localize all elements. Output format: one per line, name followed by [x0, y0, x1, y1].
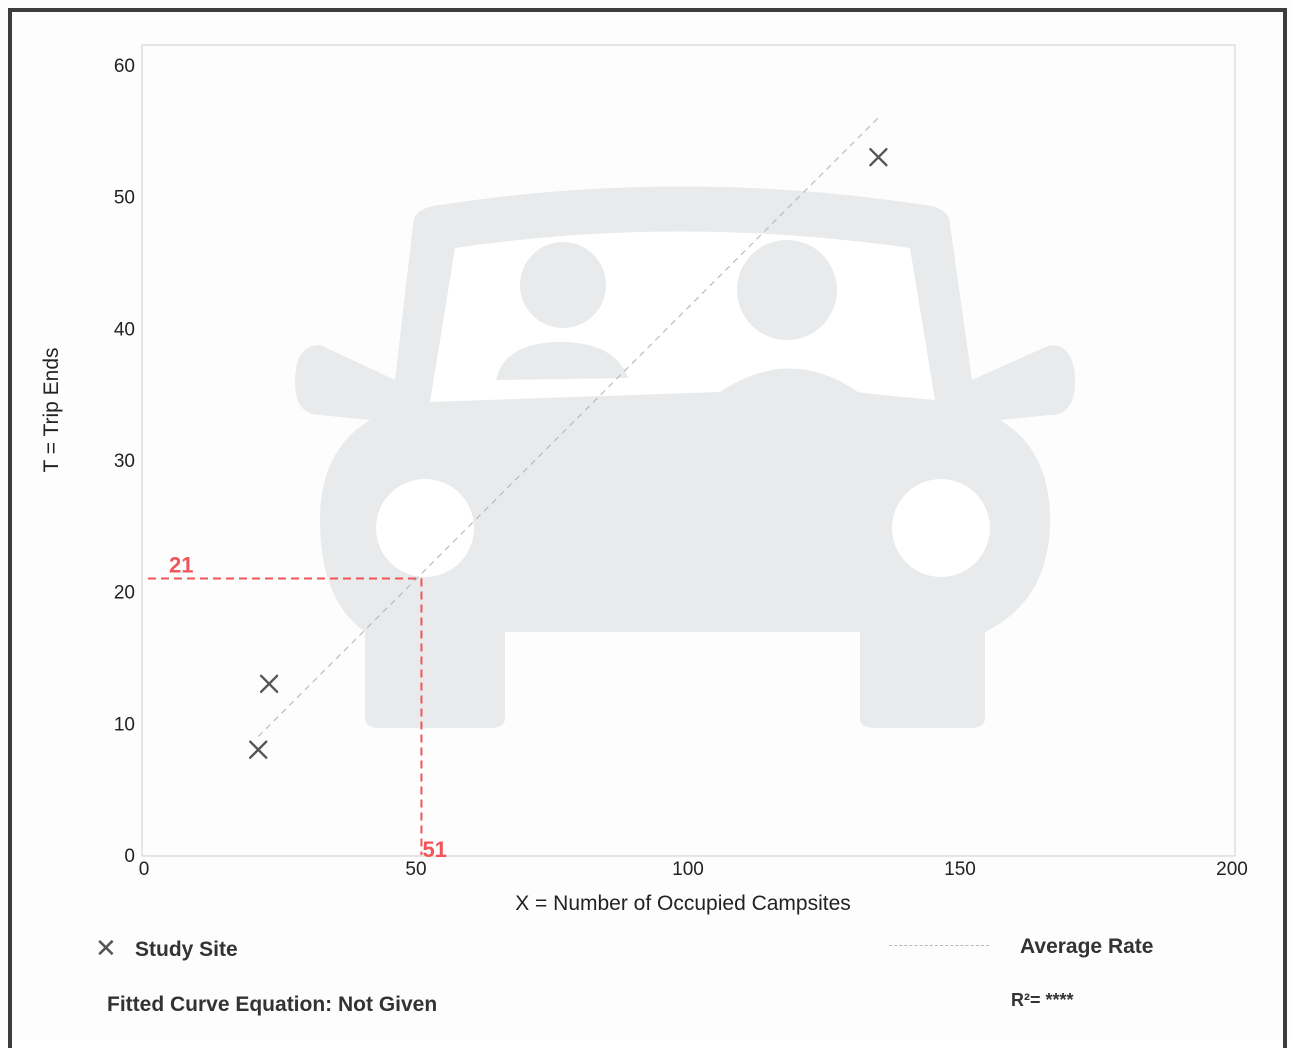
y-tick-label: 10: [114, 714, 135, 735]
y-tick-label: 20: [114, 583, 135, 604]
study-site-marker-icon: ✕: [95, 934, 117, 964]
plot-area: [141, 44, 1236, 857]
r-squared-value: R²= ****: [1011, 990, 1074, 1010]
fitted-curve-equation: Fitted Curve Equation: Not Given: [107, 993, 438, 1016]
x-axis-title: X = Number of Occupied Campsites: [515, 892, 851, 915]
x-tick-label: 200: [1216, 859, 1248, 880]
x-tick-label: 0: [139, 859, 150, 880]
y-tick-label: 30: [114, 451, 135, 472]
legend-study-site-label: Study Site: [135, 938, 238, 961]
average-rate-line-group: [257, 117, 879, 737]
x-tick-label: 100: [672, 859, 704, 880]
x-tick-label: 50: [405, 859, 426, 880]
y-tick-label: 40: [114, 319, 135, 340]
car-with-two-passengers-icon: [295, 186, 1075, 728]
x-axis-ticks: 0 50 100 150 200: [139, 859, 1248, 880]
study-site-point: [259, 674, 279, 694]
study-site-point: [869, 147, 888, 167]
x-tick-label: 150: [944, 859, 976, 880]
reference-x-label: 51: [422, 837, 446, 862]
study-site-point: [249, 740, 268, 759]
page-frame: [8, 8, 1287, 1048]
y-tick-label: 50: [114, 188, 135, 209]
y-axis-title: T = Trip Ends: [40, 347, 63, 472]
average-rate-legend-line: [889, 945, 989, 946]
average-rate-line: [257, 117, 879, 737]
legend-average-rate-label: Average Rate: [1020, 935, 1154, 958]
reference-y-label: 21: [169, 553, 193, 578]
study-site-points: [249, 147, 888, 759]
y-axis-ticks: 0 10 20 30 40 50 60: [114, 56, 135, 867]
y-tick-label: 60: [114, 56, 135, 77]
y-tick-label: 0: [124, 846, 135, 867]
reference-lines-group: 21 51: [148, 553, 447, 862]
